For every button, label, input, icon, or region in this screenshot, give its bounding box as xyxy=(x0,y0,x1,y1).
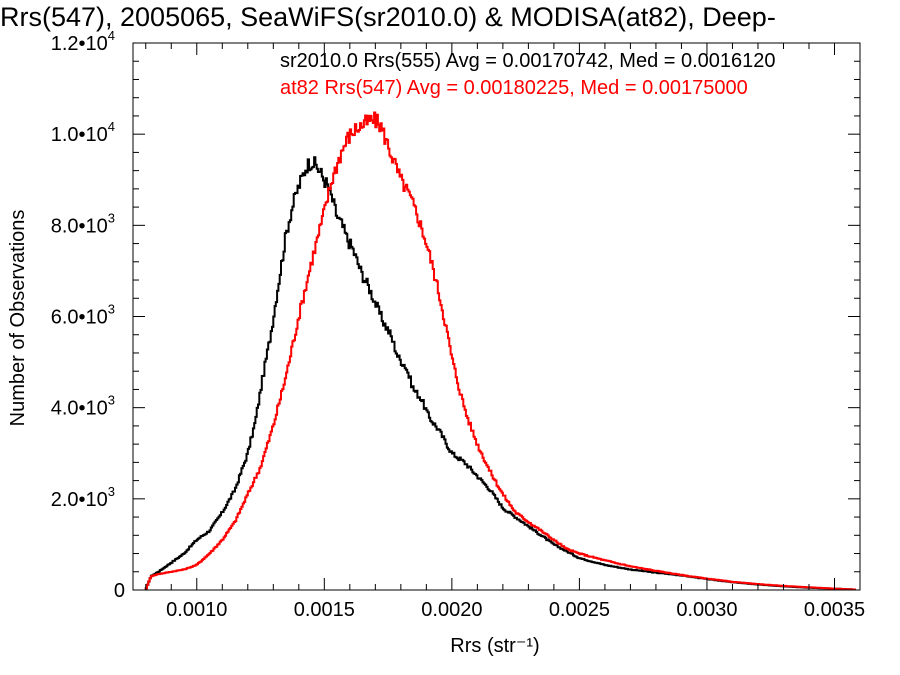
x-tick-label: 0.0030 xyxy=(676,599,737,621)
y-axis-label: Number of Observations xyxy=(7,210,29,427)
legend-entry-at82: at82 Rrs(547) Avg = 0.00180225, Med = 0.… xyxy=(280,77,748,99)
y-tick-label: 2.0•103 xyxy=(51,484,115,511)
y-tick-label: 1.2•104 xyxy=(51,28,115,55)
series-sr2010-line xyxy=(144,156,856,591)
x-tick-label: 0.0020 xyxy=(421,599,482,621)
chart-title: Rrs(547), 2005065, SeaWiFS(sr2010.0) & M… xyxy=(0,2,776,32)
x-tick-label: 0.0015 xyxy=(294,599,355,621)
axes-layer: 0.0010 0.0015 0.0020 0.0025 0.0030 0.0035 0 2.0… xyxy=(51,28,865,621)
y-tick-label: 0 xyxy=(114,580,125,602)
y-tick-label: 8.0•103 xyxy=(51,210,115,237)
x-axis-label: Rrs (str⁻¹) xyxy=(450,635,539,657)
series-layer xyxy=(144,111,856,591)
x-tick-label: 0.0010 xyxy=(166,599,227,621)
x-tick-label: 0.0025 xyxy=(549,599,610,621)
legend-entry-sr2010: sr2010.0 Rrs(555) Avg = 0.00170742, Med … xyxy=(280,50,776,72)
series-at82-line xyxy=(144,111,856,591)
x-tick-label: 0.0035 xyxy=(804,599,865,621)
y-tick-label: 4.0•103 xyxy=(51,393,115,420)
y-tick-label: 6.0•103 xyxy=(51,302,115,329)
y-tick-label: 1.0•104 xyxy=(51,119,115,146)
